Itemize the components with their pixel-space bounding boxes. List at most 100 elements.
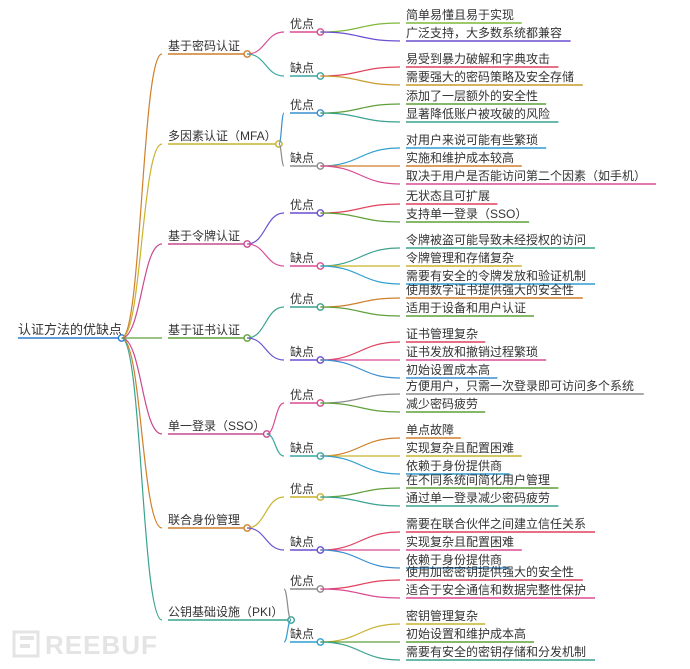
svg-text:缺点: 缺点 xyxy=(290,250,314,265)
svg-text:对用户来说可能有些繁琐: 对用户来说可能有些繁琐 xyxy=(406,132,538,147)
root-node: 认证方法的优缺点 xyxy=(18,322,122,338)
svg-text:优点: 优点 xyxy=(290,482,314,496)
leaf-node: 实现复杂且配置困难 xyxy=(406,440,522,456)
svg-text:显著降低账户被攻破的风险: 显著降低账户被攻破的风险 xyxy=(406,106,550,121)
svg-text:广泛支持，大多数系统都兼容: 广泛支持，大多数系统都兼容 xyxy=(406,25,562,40)
leaf-node: 初始设置成本高 xyxy=(406,362,497,378)
leaf-node: 无状态且可扩展 xyxy=(406,189,497,204)
svg-text:缺点: 缺点 xyxy=(290,534,314,549)
svg-text:支持单一登录（SSO）: 支持单一登录（SSO） xyxy=(406,206,527,221)
svg-text:需要有安全的密钥存储和分发机制: 需要有安全的密钥存储和分发机制 xyxy=(406,644,586,659)
category-node: 基于密码认证 xyxy=(168,38,247,54)
svg-text:证书管理复杂: 证书管理复杂 xyxy=(406,326,478,341)
leaf-node: 密钥管理复杂 xyxy=(406,608,485,624)
leaf-node: 令牌管理和存储复杂 xyxy=(406,250,522,266)
svg-text:易受到暴力破解和字典攻击: 易受到暴力破解和字典攻击 xyxy=(406,51,550,66)
svg-text:依赖于身份提供商: 依赖于身份提供商 xyxy=(406,458,502,473)
svg-text:缺点: 缺点 xyxy=(290,626,314,641)
svg-text:适合于安全通信和数据完整性保护: 适合于安全通信和数据完整性保护 xyxy=(406,582,586,597)
category-node: 联合身份管理 xyxy=(168,512,247,528)
leaf-node: 方便用户，只需一次登录即可访问多个系统 xyxy=(406,378,644,394)
group-node: 优点 xyxy=(290,482,320,497)
category-node: 公钥基础设施（PKI） xyxy=(168,605,291,620)
svg-text:公钥基础设施（PKI）: 公钥基础设施（PKI） xyxy=(168,605,283,619)
leaf-node: 支持单一登录（SSO） xyxy=(406,206,529,222)
svg-text:单一登录（SSO）: 单一登录（SSO） xyxy=(168,418,265,433)
svg-text:需要在联合伙伴之间建立信任关系: 需要在联合伙伴之间建立信任关系 xyxy=(406,516,586,531)
mindmap-canvas: REEBUF认证方法的优缺点基于密码认证优点简单易懂且易于实现广泛支持，大多数系… xyxy=(0,0,690,669)
svg-text:使用数字证书提供强大的安全性: 使用数字证书提供强大的安全性 xyxy=(406,282,574,297)
leaf-node: 证书管理复杂 xyxy=(406,326,485,342)
svg-text:初始设置和维护成本高: 初始设置和维护成本高 xyxy=(406,626,526,641)
svg-text:适用于设备和用户认证: 适用于设备和用户认证 xyxy=(406,300,526,315)
leaf-node: 减少密码疲劳 xyxy=(406,396,485,412)
group-node: 优点 xyxy=(290,198,320,213)
svg-text:REEBUF: REEBUF xyxy=(45,630,158,660)
svg-text:优点: 优点 xyxy=(290,388,314,402)
leaf-node: 证书发放和撤销过程繁琐 xyxy=(406,344,546,360)
svg-text:单点故障: 单点故障 xyxy=(406,422,454,437)
category-node: 基于证书认证 xyxy=(168,323,247,338)
svg-text:实现复杂且配置困难: 实现复杂且配置困难 xyxy=(406,440,514,455)
group-node: 缺点 xyxy=(290,344,320,360)
leaf-node: 初始设置和维护成本高 xyxy=(406,626,534,642)
leaf-node: 广泛支持，大多数系统都兼容 xyxy=(406,25,571,41)
svg-text:需要有安全的令牌发放和验证机制: 需要有安全的令牌发放和验证机制 xyxy=(406,268,586,283)
svg-text:优点: 优点 xyxy=(290,198,314,212)
group-node: 缺点 xyxy=(290,60,320,76)
group-node: 优点 xyxy=(290,17,320,32)
leaf-node: 依赖于身份提供商 xyxy=(406,458,510,474)
leaf-node: 适合于安全通信和数据完整性保护 xyxy=(406,582,595,598)
svg-text:联合身份管理: 联合身份管理 xyxy=(168,512,240,527)
leaf-node: 在不同系统间简化用户管理 xyxy=(406,472,558,488)
svg-text:优点: 优点 xyxy=(290,17,314,31)
leaf-node: 使用加密密钥提供强大的安全性 xyxy=(406,564,583,580)
leaf-node: 添加了一层额外的安全性 xyxy=(406,88,546,104)
svg-text:优点: 优点 xyxy=(290,574,314,588)
leaf-node: 单点故障 xyxy=(406,422,461,438)
group-node: 优点 xyxy=(290,574,320,589)
leaf-node: 通过单一登录减少密码疲劳 xyxy=(406,490,558,506)
svg-text:多因素认证（MFA）: 多因素认证（MFA） xyxy=(168,129,277,143)
leaf-node: 令牌被盗可能导致未经授权的访问 xyxy=(406,232,595,248)
svg-text:缺点: 缺点 xyxy=(290,344,314,359)
category-node: 基于令牌认证 xyxy=(168,228,247,244)
group-node: 优点 xyxy=(290,292,320,307)
group-node: 缺点 xyxy=(290,440,320,456)
svg-text:认证方法的优缺点: 认证方法的优缺点 xyxy=(18,322,122,337)
group-node: 优点 xyxy=(290,98,320,113)
leaf-node: 需要在联合伙伴之间建立信任关系 xyxy=(406,516,595,532)
svg-text:初始设置成本高: 初始设置成本高 xyxy=(406,362,490,377)
group-node: 优点 xyxy=(290,388,320,403)
group-node: 缺点 xyxy=(290,626,320,642)
svg-text:方便用户，只需一次登录即可访问多个系统: 方便用户，只需一次登录即可访问多个系统 xyxy=(406,378,634,393)
svg-text:证书发放和撤销过程繁琐: 证书发放和撤销过程繁琐 xyxy=(406,344,538,359)
svg-text:基于令牌认证: 基于令牌认证 xyxy=(168,228,240,243)
category-node: 多因素认证（MFA） xyxy=(168,129,279,144)
leaf-node: 简单易懂且易于实现 xyxy=(406,7,522,23)
svg-text:令牌被盗可能导致未经授权的访问: 令牌被盗可能导致未经授权的访问 xyxy=(406,232,586,247)
svg-text:基于证书认证: 基于证书认证 xyxy=(168,323,240,337)
svg-text:优点: 优点 xyxy=(290,98,314,112)
svg-text:减少密码疲劳: 减少密码疲劳 xyxy=(406,396,478,411)
svg-text:密钥管理复杂: 密钥管理复杂 xyxy=(406,608,478,623)
svg-text:优点: 优点 xyxy=(290,292,314,306)
category-node: 单一登录（SSO） xyxy=(168,418,267,434)
svg-text:使用加密密钥提供强大的安全性: 使用加密密钥提供强大的安全性 xyxy=(406,564,574,579)
leaf-node: 适用于设备和用户认证 xyxy=(406,300,534,316)
leaf-node: 需要有安全的密钥存储和分发机制 xyxy=(406,644,595,660)
leaf-node: 需要强大的密码策略及安全存储 xyxy=(406,69,583,85)
leaf-node: 实施和维护成本较高 xyxy=(406,150,522,166)
leaf-node: 对用户来说可能有些繁琐 xyxy=(406,132,546,148)
svg-text:在不同系统间简化用户管理: 在不同系统间简化用户管理 xyxy=(406,472,550,487)
group-node: 缺点 xyxy=(290,250,320,266)
svg-text:添加了一层额外的安全性: 添加了一层额外的安全性 xyxy=(406,88,538,103)
svg-text:实现复杂且配置困难: 实现复杂且配置困难 xyxy=(406,534,514,549)
svg-text:实施和维护成本较高: 实施和维护成本较高 xyxy=(406,150,514,165)
svg-text:取决于用户是否能访问第二个因素（如手机）: 取决于用户是否能访问第二个因素（如手机） xyxy=(406,168,646,183)
leaf-node: 取决于用户是否能访问第二个因素（如手机） xyxy=(406,168,656,184)
leaf-node: 易受到暴力破解和字典攻击 xyxy=(406,51,558,67)
leaf-node: 实现复杂且配置困难 xyxy=(406,534,522,550)
svg-text:需要强大的密码策略及安全存储: 需要强大的密码策略及安全存储 xyxy=(406,69,574,84)
svg-text:通过单一登录减少密码疲劳: 通过单一登录减少密码疲劳 xyxy=(406,490,550,505)
